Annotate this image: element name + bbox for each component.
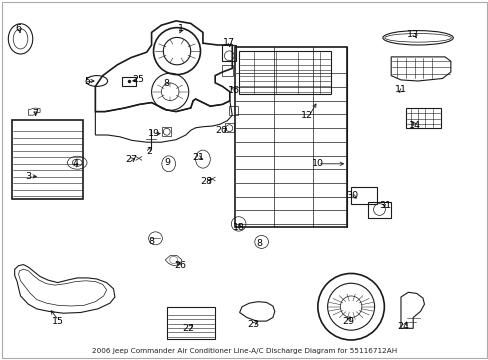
Text: 19: 19 xyxy=(148,129,160,138)
Text: 1: 1 xyxy=(178,24,183,33)
Bar xyxy=(222,45,236,61)
Text: 8: 8 xyxy=(148,237,154,246)
Text: 20: 20 xyxy=(215,126,226,135)
Bar xyxy=(167,307,215,339)
Text: 11: 11 xyxy=(394,85,406,94)
Text: 12: 12 xyxy=(301,111,312,120)
Text: 2006 Jeep Commander Air Conditioner Line-A/C Discharge Diagram for 55116712AH: 2006 Jeep Commander Air Conditioner Line… xyxy=(92,348,396,354)
Text: 7: 7 xyxy=(32,109,38,118)
Bar xyxy=(162,127,171,136)
Text: 10: 10 xyxy=(311,159,323,168)
Text: 14: 14 xyxy=(408,121,420,130)
Text: 25: 25 xyxy=(132,76,143,85)
Bar xyxy=(222,65,233,76)
Text: 13: 13 xyxy=(407,30,418,39)
Text: 18: 18 xyxy=(232,223,244,232)
Text: 22: 22 xyxy=(182,324,194,333)
Bar xyxy=(234,47,346,227)
Text: 23: 23 xyxy=(247,320,259,329)
Text: 8: 8 xyxy=(163,79,169,88)
Text: 26: 26 xyxy=(174,261,185,270)
Bar xyxy=(238,51,330,94)
Bar xyxy=(224,123,233,132)
Text: 24: 24 xyxy=(397,323,408,331)
Text: 28: 28 xyxy=(200,177,212,186)
Bar xyxy=(228,106,237,115)
Text: 9: 9 xyxy=(164,158,170,167)
Text: 29: 29 xyxy=(342,317,353,325)
Text: 6: 6 xyxy=(16,24,21,33)
Text: 2: 2 xyxy=(146,147,152,156)
Text: 8: 8 xyxy=(256,238,262,248)
Text: 3: 3 xyxy=(25,172,31,181)
Text: 30: 30 xyxy=(346,190,357,199)
Text: 21: 21 xyxy=(192,153,203,162)
Bar xyxy=(367,202,390,218)
Text: 5: 5 xyxy=(84,77,90,85)
Text: 31: 31 xyxy=(379,201,390,210)
Text: 4: 4 xyxy=(73,159,79,168)
Text: 16: 16 xyxy=(227,86,239,95)
Text: 15: 15 xyxy=(52,317,63,325)
Bar xyxy=(122,77,136,86)
Bar xyxy=(350,187,376,204)
Bar xyxy=(405,108,440,128)
Text: 27: 27 xyxy=(125,154,137,163)
Bar xyxy=(12,120,83,199)
Text: 17: 17 xyxy=(223,38,234,47)
